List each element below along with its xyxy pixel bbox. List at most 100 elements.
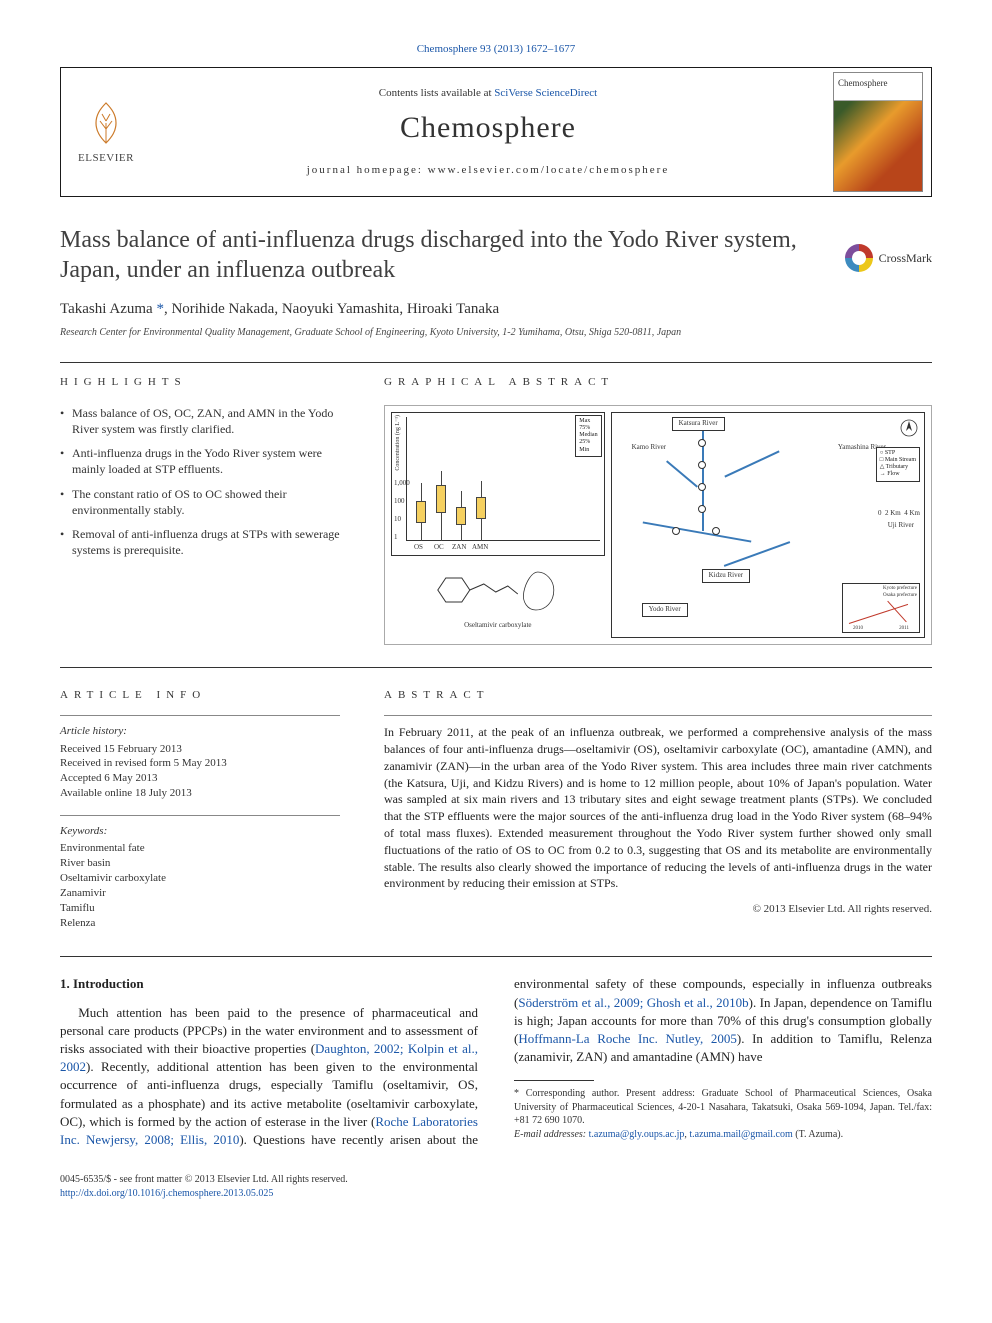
keyword: Tamiflu: [60, 901, 340, 916]
xtick: OS: [414, 543, 423, 553]
contents-available-line: Contents lists available at SciVerse Sci…: [151, 86, 825, 101]
bottom-left-meta: 0045-6535/$ - see front matter © 2013 El…: [60, 1173, 348, 1201]
divider-thin: [60, 815, 340, 816]
xtick: ZAN: [452, 543, 466, 553]
history-item: Available online 18 July 2013: [60, 786, 340, 801]
y-axis-label: Concentration (ng L⁻¹): [394, 415, 402, 471]
river-label: Kidzu River: [702, 569, 750, 583]
highlight-item: Mass balance of OS, OC, ZAN, and AMN in …: [60, 405, 340, 437]
keyword: Environmental fate: [60, 841, 340, 856]
doi-link[interactable]: http://dx.doi.org/10.1016/j.chemosphere.…: [60, 1188, 273, 1199]
divider-thin: [384, 715, 932, 716]
epi-xtick: 2011: [899, 625, 909, 632]
article-info-heading: ARTICLE INFO: [60, 688, 340, 703]
structure-panel: Oseltamivir carboxylate: [391, 560, 605, 638]
ytick: 1: [394, 533, 398, 543]
author: Hiroaki Tanaka: [407, 301, 499, 317]
contents-prefix: Contents lists available at: [379, 87, 494, 99]
footnote-separator: [514, 1080, 594, 1081]
email-link[interactable]: t.azuma@gly.oups.ac.jp: [589, 1129, 685, 1140]
author-list: Takashi Azuma *, Norihide Nakada, Naoyuk…: [60, 299, 932, 320]
epi-label: Osaka prefecture: [883, 592, 917, 599]
ytick: 1,000: [394, 479, 410, 489]
abstract-heading: ABSTRACT: [384, 688, 932, 703]
history-item: Accepted 6 May 2013: [60, 771, 340, 786]
legend-item: Median: [579, 432, 597, 439]
history-item: Received in revised form 5 May 2013: [60, 756, 340, 771]
journal-homepage-line: journal homepage: www.elsevier.com/locat…: [151, 163, 825, 178]
journal-cover-thumbnail: Chemosphere: [833, 72, 923, 192]
xtick: OC: [434, 543, 444, 553]
river-label: Katsura River: [672, 417, 725, 431]
epi-xtick: 2010: [853, 625, 863, 632]
cover-title: Chemosphere: [834, 73, 922, 101]
publisher-name: ELSEVIER: [78, 151, 134, 166]
crossmark-badge[interactable]: CrossMark: [845, 231, 932, 285]
citation-link[interactable]: Hoffmann-La Roche Inc. Nutley, 2005: [518, 1031, 737, 1046]
homepage-prefix: journal homepage:: [307, 164, 428, 176]
divider-thin: [60, 715, 340, 716]
legend-item: Max: [579, 418, 597, 425]
email-who: (T. Azuma).: [793, 1129, 843, 1140]
epidemic-subplot: Kyoto prefecture Osaka prefecture 2010 2…: [842, 583, 920, 633]
author: Norihide Nakada: [171, 301, 274, 317]
highlight-item: Anti-influenza drugs in the Yodo River s…: [60, 445, 340, 477]
river-label: Uji River: [888, 521, 914, 531]
divider: [60, 362, 932, 363]
history-item: Received 15 February 2013: [60, 742, 340, 757]
graphical-abstract-figure: Concentration (ng L⁻¹) 1 10 100 1,000: [384, 405, 932, 645]
citation-link[interactable]: Söderström et al., 2009; Ghosh et al., 2…: [518, 995, 748, 1010]
crossmark-label: CrossMark: [879, 250, 932, 267]
highlight-item: Removal of anti-influenza drugs at STPs …: [60, 526, 340, 558]
graphical-abstract-heading: GRAPHICAL ABSTRACT: [384, 375, 932, 390]
boxplot-panel: Concentration (ng L⁻¹) 1 10 100 1,000: [391, 412, 605, 556]
history-list: Received 15 February 2013 Received in re…: [60, 742, 340, 801]
text-run: ). Recently, additional: [86, 1059, 209, 1074]
map-panel: Katsura River Kamo River Yamashina River…: [611, 412, 925, 638]
legend-item: Main Stream: [885, 457, 916, 463]
ytick: 10: [394, 515, 401, 525]
citation-line: Chemosphere 93 (2013) 1672–1677: [60, 42, 932, 57]
keyword: Relenza: [60, 916, 340, 931]
structure-caption: Oseltamivir carboxylate: [391, 621, 605, 631]
abstract-text: In February 2011, at the peak of an infl…: [384, 724, 932, 892]
sciencedirect-link[interactable]: SciVerse ScienceDirect: [494, 87, 597, 99]
article-title: Mass balance of anti-influenza drugs dis…: [60, 225, 827, 285]
corresponding-asterisk-link[interactable]: *: [156, 301, 164, 317]
email-label: E-mail addresses:: [514, 1129, 589, 1140]
cover-image: [834, 101, 922, 191]
email-link[interactable]: t.azuma.mail@gmail.com: [689, 1129, 792, 1140]
divider: [60, 956, 932, 957]
divider: [60, 667, 932, 668]
publisher-logo: ELSEVIER: [61, 91, 151, 174]
author: Naoyuki Yamashita: [282, 301, 400, 317]
molecule-icon: [391, 560, 605, 618]
highlight-item: The constant ratio of OS to OC showed th…: [60, 486, 340, 518]
issn-line: 0045-6535/$ - see front matter © 2013 El…: [60, 1173, 348, 1187]
keyword: River basin: [60, 856, 340, 871]
north-arrow-icon: [900, 419, 918, 437]
keyword: Zanamivir: [60, 886, 340, 901]
footnote-text: * Corresponding author. Present address:…: [514, 1088, 932, 1126]
email-footnote: E-mail addresses: t.azuma@gly.oups.ac.jp…: [514, 1128, 932, 1142]
xtick: AMN: [472, 543, 488, 553]
journal-homepage-link[interactable]: www.elsevier.com/locate/chemosphere: [428, 164, 670, 176]
crossmark-icon: [845, 244, 873, 272]
legend-item: Flow: [887, 471, 899, 477]
citation-link[interactable]: Chemosphere 93 (2013) 1672–1677: [417, 43, 576, 55]
legend-item: Min: [579, 447, 597, 454]
body-two-column: 1. Introduction Much attention has been …: [60, 975, 932, 1149]
journal-header: ELSEVIER Contents lists available at Sci…: [60, 67, 932, 197]
highlights-list: Mass balance of OS, OC, ZAN, and AMN in …: [60, 405, 340, 559]
river-label: Kamo River: [632, 443, 666, 453]
epi-label: Kyoto prefecture: [883, 585, 917, 592]
ytick: 100: [394, 497, 405, 507]
elsevier-tree-icon: [82, 99, 130, 147]
journal-name: Chemosphere: [151, 107, 825, 149]
keyword: Oseltamivir carboxylate: [60, 871, 340, 886]
section-heading: 1. Introduction: [60, 975, 478, 993]
keywords-heading: Keywords:: [60, 824, 340, 839]
author: Takashi Azuma: [60, 301, 153, 317]
river-label: Yodo River: [642, 603, 688, 617]
legend-item: 25%: [579, 439, 597, 446]
